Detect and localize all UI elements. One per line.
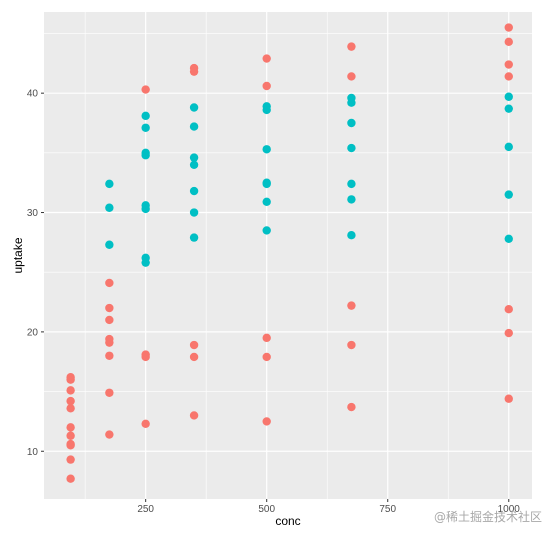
data-point-series-2 — [141, 111, 150, 121]
data-point-series-1 — [504, 305, 513, 314]
y-axis-title: uptake — [11, 237, 25, 273]
data-point-series-1 — [347, 340, 356, 350]
data-point-series-1 — [141, 85, 150, 94]
y-tick-label: 40 — [27, 89, 39, 100]
y-tick-label: 30 — [27, 208, 39, 219]
data-point-series-1 — [504, 394, 513, 403]
x-tick-label: 1000 — [498, 504, 521, 515]
data-point-series-2 — [141, 123, 150, 132]
data-point-series-2 — [262, 145, 271, 154]
data-point-series-2 — [189, 153, 199, 162]
data-point-series-2 — [504, 234, 513, 243]
data-point-series-2 — [141, 258, 150, 267]
data-point-series-2 — [189, 186, 199, 196]
data-point-series-2 — [262, 197, 271, 206]
data-point-series-1 — [105, 430, 114, 439]
data-point-series-1 — [66, 396, 75, 406]
data-point-series-1 — [347, 72, 356, 81]
data-point-series-1 — [262, 81, 271, 91]
data-point-series-1 — [105, 303, 114, 313]
data-point-series-1 — [141, 419, 150, 429]
watermark-text: @稀土掘金技术社区 — [434, 509, 542, 524]
x-axis-title: conc — [275, 514, 300, 528]
data-point-series-1 — [189, 352, 199, 362]
data-point-series-2 — [262, 226, 271, 235]
data-point-series-1 — [347, 301, 356, 310]
data-point-series-1 — [105, 278, 114, 288]
data-point-series-1 — [66, 423, 75, 432]
data-point-series-2 — [262, 105, 271, 115]
data-point-series-1 — [262, 417, 271, 426]
data-point-series-2 — [189, 103, 199, 112]
data-point-series-1 — [66, 404, 75, 413]
data-point-series-1 — [504, 37, 513, 47]
data-point-series-1 — [66, 441, 75, 450]
data-point-series-2 — [141, 204, 150, 214]
data-point-series-1 — [105, 338, 114, 347]
x-tick-label: 250 — [137, 504, 154, 515]
data-point-series-1 — [105, 315, 114, 325]
data-point-series-1 — [347, 42, 356, 51]
data-point-series-2 — [189, 122, 199, 131]
data-point-series-1 — [66, 474, 75, 483]
data-point-series-2 — [105, 203, 114, 212]
data-point-series-2 — [347, 179, 356, 189]
data-point-series-1 — [105, 388, 114, 397]
data-point-series-2 — [141, 151, 150, 160]
x-axis: 250 500 750 1000 — [137, 499, 520, 515]
data-point-series-2 — [347, 231, 356, 240]
data-point-series-1 — [504, 72, 513, 81]
data-point-series-2 — [347, 98, 356, 107]
data-point-series-2 — [262, 179, 271, 189]
data-point-series-2 — [189, 160, 199, 169]
data-points — [66, 23, 513, 483]
y-axis: 10 20 30 40 — [27, 89, 44, 458]
data-point-series-1 — [262, 352, 271, 362]
data-point-series-2 — [504, 190, 513, 199]
data-point-series-1 — [66, 386, 75, 395]
data-point-series-1 — [66, 431, 75, 440]
data-point-series-1 — [66, 455, 75, 464]
data-point-series-1 — [189, 67, 199, 76]
y-tick-label: 10 — [27, 447, 39, 458]
data-point-series-1 — [262, 54, 271, 63]
data-point-series-1 — [504, 328, 513, 338]
data-point-series-2 — [347, 143, 356, 153]
data-point-series-1 — [347, 402, 356, 412]
x-tick-label: 750 — [379, 504, 396, 515]
data-point-series-1 — [189, 340, 199, 350]
data-point-series-2 — [189, 233, 199, 242]
plot-panel — [44, 12, 532, 499]
data-point-series-1 — [105, 351, 114, 360]
data-point-series-2 — [189, 208, 199, 217]
data-point-series-2 — [347, 118, 356, 128]
data-point-series-1 — [141, 352, 150, 362]
data-point-series-1 — [504, 23, 513, 32]
data-point-series-1 — [262, 333, 271, 343]
data-point-series-2 — [504, 104, 513, 113]
data-point-series-2 — [105, 179, 114, 189]
data-point-series-2 — [504, 142, 513, 152]
data-point-series-1 — [504, 60, 513, 69]
data-point-series-1 — [66, 375, 75, 384]
data-point-series-2 — [504, 92, 513, 101]
data-point-series-2 — [105, 240, 114, 249]
x-tick-label: 500 — [258, 504, 275, 515]
y-tick-label: 20 — [27, 327, 39, 338]
data-point-series-1 — [189, 411, 199, 420]
data-point-series-2 — [347, 195, 356, 204]
